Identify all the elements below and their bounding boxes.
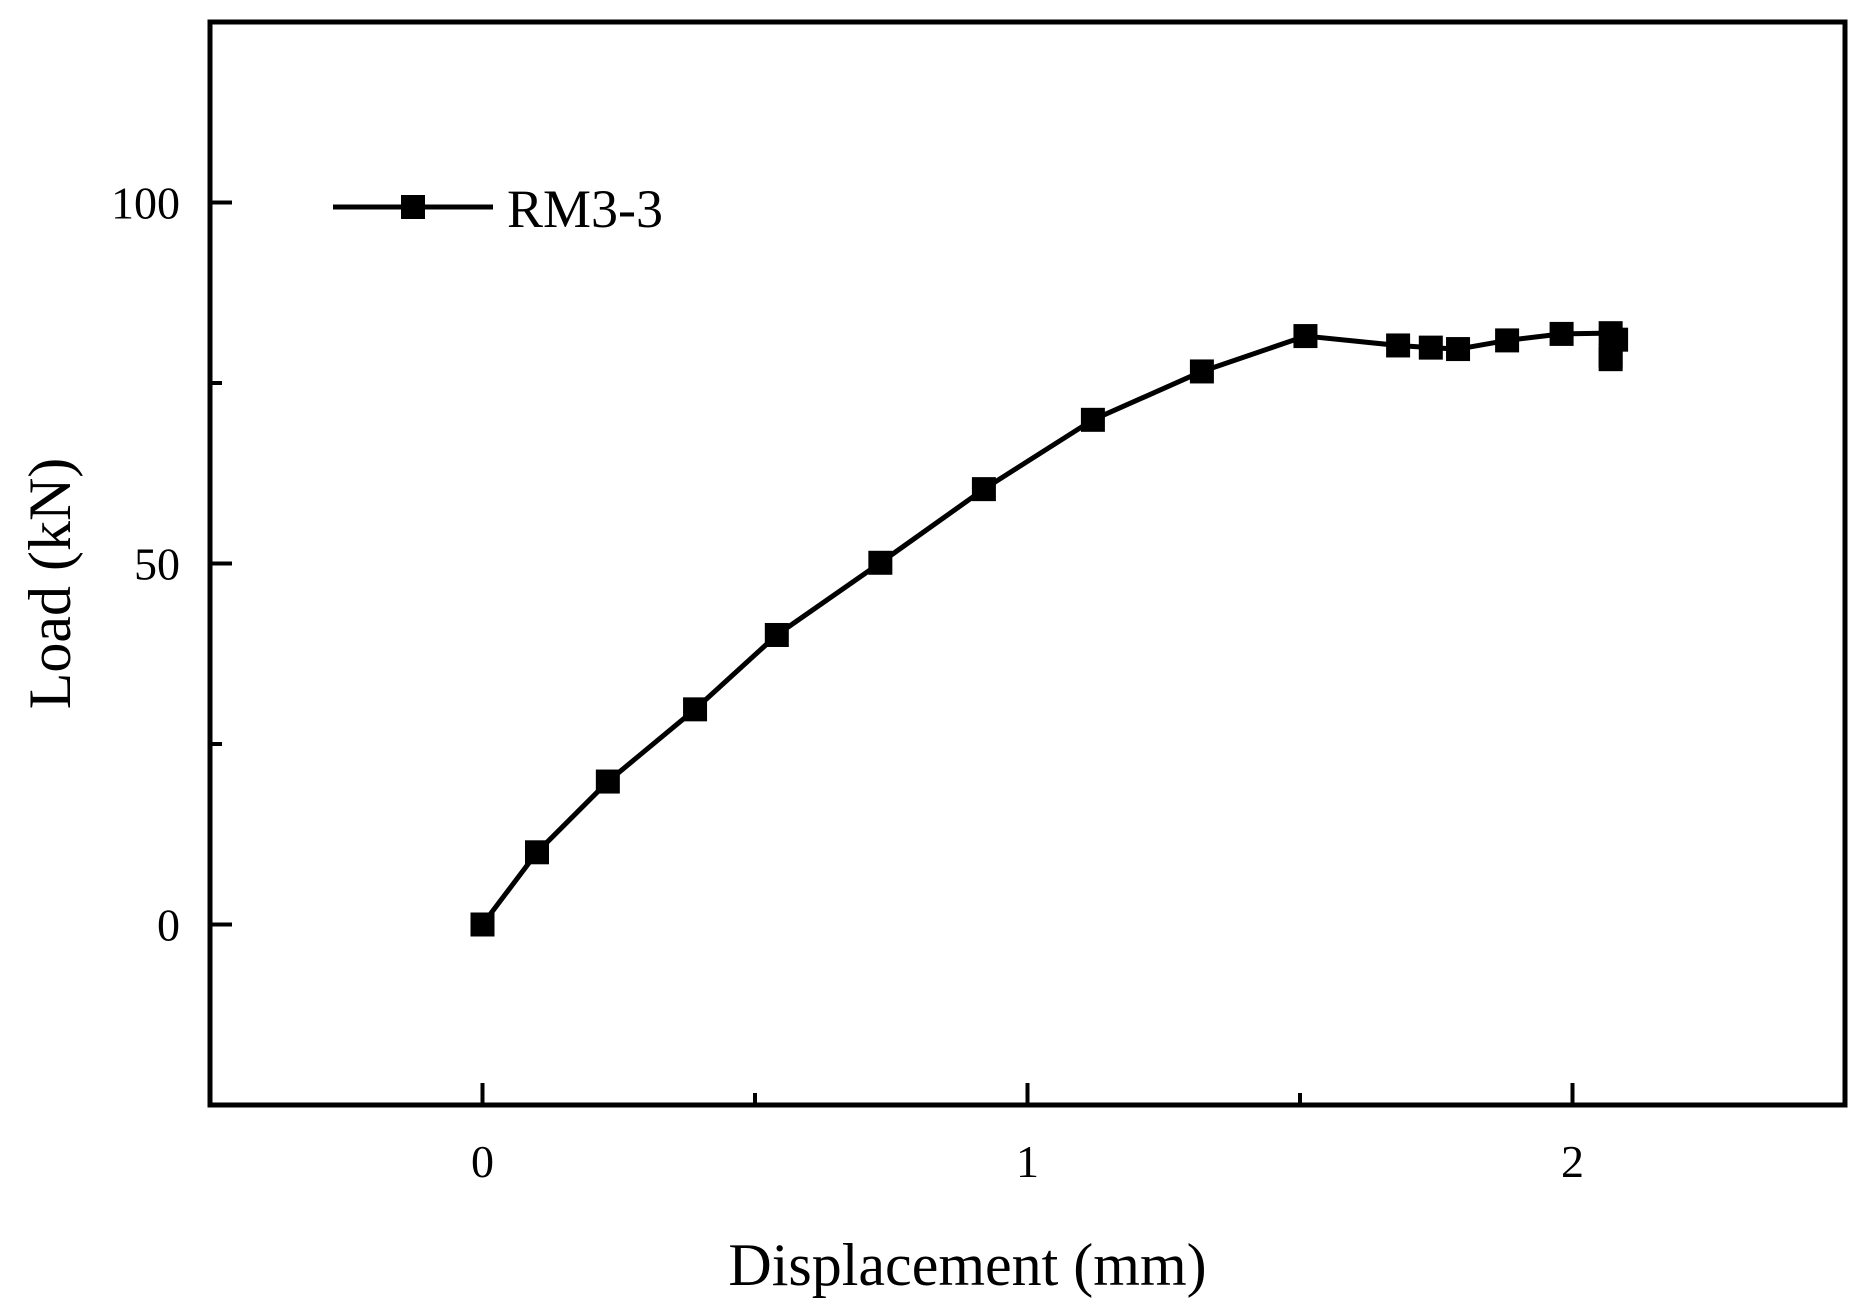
data-point xyxy=(1293,324,1318,349)
y-tick-label: 100 xyxy=(111,178,180,229)
legend-marker xyxy=(401,195,425,219)
y-axis-title: Load (kN) xyxy=(17,458,83,710)
data-point xyxy=(470,912,495,937)
legend: RM3-3 xyxy=(333,179,663,239)
plot-frame xyxy=(207,19,1848,1108)
data-point xyxy=(595,769,620,794)
data-point xyxy=(971,477,996,502)
data-point xyxy=(1495,328,1520,353)
data-point xyxy=(1549,321,1574,346)
y-tick-label: 50 xyxy=(134,539,180,590)
y-tick-label: 0 xyxy=(157,900,180,951)
data-point xyxy=(1386,333,1411,358)
axis-titles: Displacement (mm) Load (kN) xyxy=(17,458,1207,1298)
axes-layer: 0 1 2 0 50 100 xyxy=(111,19,1848,1187)
data-point xyxy=(1446,337,1471,362)
x-tick-label: 2 xyxy=(1561,1136,1584,1187)
data-point xyxy=(764,622,789,647)
x-tick-label: 1 xyxy=(1016,1136,1039,1187)
data-point xyxy=(1189,359,1214,384)
x-axis-title: Displacement (mm) xyxy=(728,1232,1206,1298)
data-point xyxy=(525,840,549,865)
data-point xyxy=(1418,335,1443,360)
series-layer xyxy=(470,321,1629,937)
x-tick-label: 0 xyxy=(471,1136,494,1187)
data-point xyxy=(1604,327,1629,352)
series-line xyxy=(480,330,1619,927)
data-point xyxy=(683,697,708,722)
data-point xyxy=(1080,407,1105,432)
legend-label: RM3-3 xyxy=(507,179,663,239)
data-point xyxy=(868,550,893,575)
